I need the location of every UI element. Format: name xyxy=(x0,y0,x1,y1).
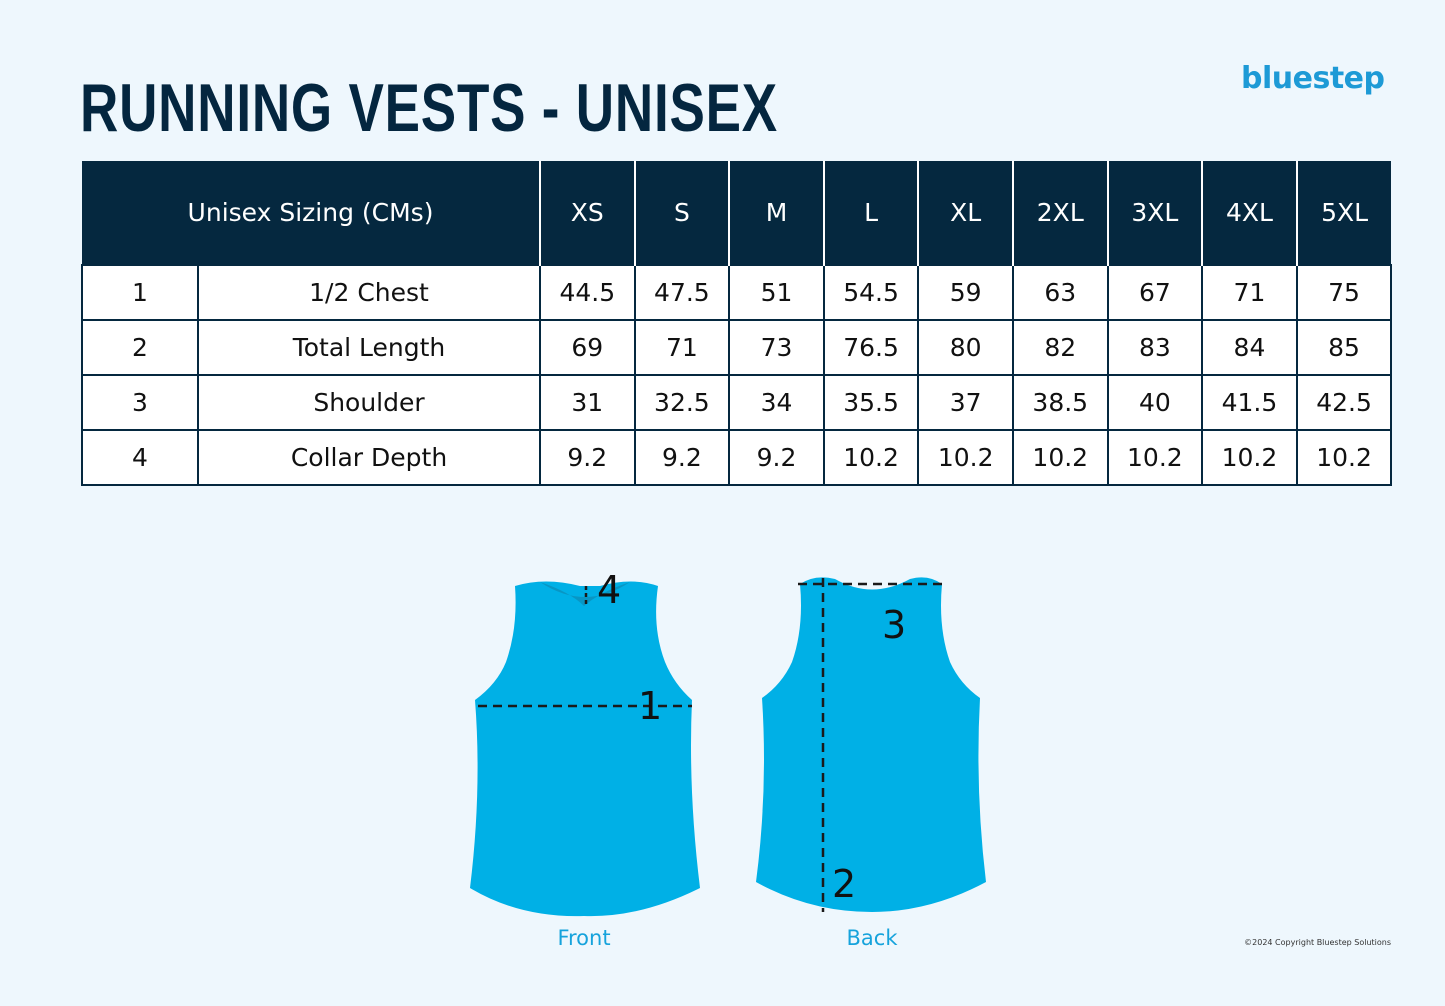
size-header-5xl: 5XL xyxy=(1295,161,1392,265)
table-cell: 47.5 xyxy=(633,264,731,321)
row-label: 1/2 Chest xyxy=(197,264,541,321)
table-cell: 9.2 xyxy=(728,429,825,486)
table-cell: 80 xyxy=(917,319,1014,376)
size-header-l: L xyxy=(822,161,919,265)
length-marker: 2 xyxy=(832,862,856,906)
front-vest-illustration: 1 4 xyxy=(470,568,700,917)
row-label: Shoulder xyxy=(197,374,541,431)
table-cell: 42.5 xyxy=(1295,374,1393,431)
table-cell: 71 xyxy=(1201,264,1298,321)
table-cell: 75 xyxy=(1295,264,1393,321)
table-cell: 10.2 xyxy=(1295,429,1393,486)
row-number: 3 xyxy=(81,374,199,431)
size-header-xl: XL xyxy=(917,161,1013,265)
table-cell: 67 xyxy=(1106,264,1204,321)
table-header-label: Unisex Sizing (CMs) xyxy=(82,161,540,265)
table-cell: 44.5 xyxy=(539,264,636,321)
table-cell: 9.2 xyxy=(539,429,636,486)
table-cell: 73 xyxy=(728,319,825,376)
size-header-s: S xyxy=(633,161,730,265)
row-label: Total Length xyxy=(197,319,541,376)
table-row: 4 Collar Depth 9.2 9.2 9.2 10.2 10.2 10.… xyxy=(81,429,1393,486)
table-cell: 35.5 xyxy=(822,374,920,431)
table-cell: 85 xyxy=(1295,319,1393,376)
table-cell: 40 xyxy=(1106,374,1204,431)
row-number: 2 xyxy=(81,319,199,376)
front-vest-shape xyxy=(470,581,700,917)
row-number: 1 xyxy=(81,264,199,321)
size-header-m: M xyxy=(728,161,824,265)
table-cell: 69 xyxy=(539,319,636,376)
table-cell: 10.2 xyxy=(917,429,1014,486)
table-cell: 84 xyxy=(1201,319,1298,376)
table-cell: 54.5 xyxy=(822,264,920,321)
table-row: 3 Shoulder 31 32.5 34 35.5 37 38.5 40 41… xyxy=(81,374,1393,431)
table-cell: 9.2 xyxy=(633,429,731,486)
page-title: RUNNING VESTS - UNISEX xyxy=(80,70,778,146)
size-header-row: Unisex Sizing (CMs) XS S M L XL 2XL 3XL … xyxy=(82,161,1392,265)
size-header-2xl: 2XL xyxy=(1011,161,1108,265)
table-cell: 34 xyxy=(728,374,825,431)
table-cell: 32.5 xyxy=(633,374,731,431)
table-cell: 51 xyxy=(728,264,825,321)
table-cell: 31 xyxy=(539,374,636,431)
table-cell: 10.2 xyxy=(1011,429,1109,486)
table-cell: 76.5 xyxy=(822,319,920,376)
size-header-xs: XS xyxy=(539,161,635,265)
table-row: 2 Total Length 69 71 73 76.5 80 82 83 84… xyxy=(81,319,1393,376)
table-cell: 10.2 xyxy=(1201,429,1298,486)
table-cell: 71 xyxy=(633,319,731,376)
table-cell: 38.5 xyxy=(1011,374,1109,431)
size-header-3xl: 3XL xyxy=(1106,161,1203,265)
table-cell: 83 xyxy=(1106,319,1204,376)
brand-logo: bluestep xyxy=(1241,61,1385,96)
table-cell: 63 xyxy=(1011,264,1109,321)
back-vest-illustration: 3 2 xyxy=(756,577,986,912)
back-vest-shape xyxy=(756,577,986,912)
table-cell: 41.5 xyxy=(1201,374,1298,431)
table-cell: 10.2 xyxy=(1106,429,1204,486)
table-cell: 59 xyxy=(917,264,1014,321)
shoulder-marker: 3 xyxy=(882,603,906,647)
table-cell: 10.2 xyxy=(822,429,920,486)
row-number: 4 xyxy=(81,429,199,486)
size-header-4xl: 4XL xyxy=(1201,161,1297,265)
size-table: Unisex Sizing (CMs) XS S M L XL 2XL 3XL … xyxy=(81,161,1393,486)
table-cell: 37 xyxy=(917,374,1014,431)
row-label: Collar Depth xyxy=(197,429,541,486)
copyright-notice: ©2024 Copyright Bluestep Solutions xyxy=(1244,938,1391,947)
back-caption: Back xyxy=(846,926,898,950)
table-cell: 82 xyxy=(1011,319,1109,376)
front-caption: Front xyxy=(557,926,611,950)
chest-marker: 1 xyxy=(638,684,662,728)
collar-marker: 4 xyxy=(597,568,621,612)
table-row: 1 1/2 Chest 44.5 47.5 51 54.5 59 63 67 7… xyxy=(81,264,1393,321)
